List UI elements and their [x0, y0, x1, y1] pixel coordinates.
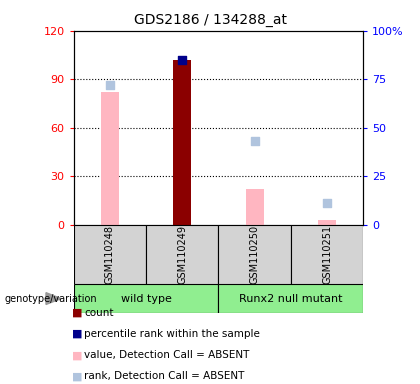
Text: Runx2 null mutant: Runx2 null mutant	[239, 293, 343, 304]
Text: GSM110250: GSM110250	[249, 225, 260, 284]
Point	[179, 57, 186, 63]
Text: wild type: wild type	[121, 293, 171, 304]
Text: GSM110249: GSM110249	[177, 225, 187, 284]
Text: GDS2186 / 134288_at: GDS2186 / 134288_at	[134, 13, 286, 27]
Point	[106, 82, 113, 88]
Bar	[218, 225, 291, 284]
Bar	[318, 220, 336, 225]
Text: GSM110248: GSM110248	[105, 225, 115, 284]
Bar	[246, 189, 264, 225]
Text: value, Detection Call = ABSENT: value, Detection Call = ABSENT	[84, 350, 249, 360]
Bar	[74, 225, 146, 284]
Bar	[74, 284, 218, 313]
Text: percentile rank within the sample: percentile rank within the sample	[84, 329, 260, 339]
Text: ■: ■	[73, 308, 83, 318]
Text: count: count	[84, 308, 113, 318]
Bar	[291, 225, 363, 284]
Text: genotype/variation: genotype/variation	[4, 293, 97, 304]
Text: ■: ■	[73, 371, 83, 381]
Text: ■: ■	[73, 350, 83, 360]
Point	[324, 200, 331, 206]
Point	[251, 138, 258, 144]
Text: rank, Detection Call = ABSENT: rank, Detection Call = ABSENT	[84, 371, 244, 381]
Bar	[173, 60, 191, 225]
Text: ■: ■	[73, 329, 83, 339]
Bar	[101, 92, 119, 225]
Text: GSM110251: GSM110251	[322, 225, 332, 284]
Bar	[218, 284, 363, 313]
Polygon shape	[46, 293, 61, 305]
Bar	[146, 225, 218, 284]
